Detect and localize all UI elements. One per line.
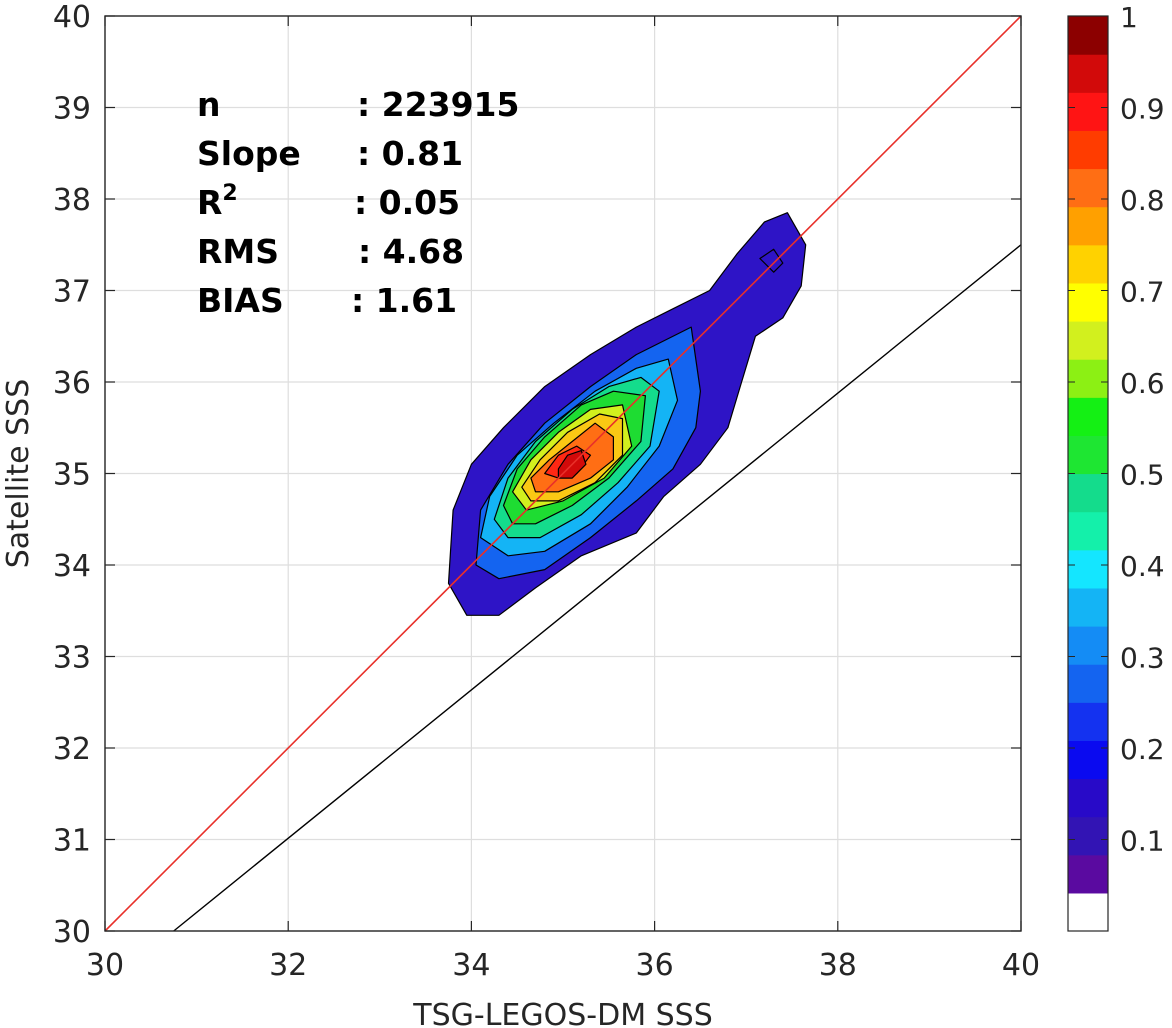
x-axis-title: TSG-LEGOS-DM SSS <box>412 998 713 1028</box>
colorbar-segment <box>1068 549 1108 589</box>
colorbar-segment <box>1068 587 1108 627</box>
stat-value: : 0.05 <box>354 183 460 222</box>
stat-label: R2 <box>197 181 238 222</box>
stat-superscript: 2 <box>222 181 237 206</box>
x-tick-label: 38 <box>819 948 857 983</box>
colorbar-segment <box>1068 473 1108 513</box>
stat-label: Slope <box>197 134 301 173</box>
y-tick-label: 33 <box>53 641 91 676</box>
axes: 30 32 34 36 38 40 30 31 32 33 34 35 36 37 38 39 40 <box>53 0 1040 983</box>
regression-line <box>173 244 1022 932</box>
colorbar-segment <box>1068 892 1108 932</box>
colorbar-segment <box>1068 130 1108 170</box>
y-tick-label: 40 <box>53 0 91 35</box>
colorbar-segment <box>1068 664 1108 703</box>
y-tick-label: 35 <box>53 458 91 493</box>
colorbar-segment <box>1068 92 1108 131</box>
colorbar: 0.1 0.2 0.3 0.4 0.5 0.6 0.7 0.8 0.9 1 <box>1067 1 1165 932</box>
stats-annotation: n : 223915 Slope : 0.81 R2 : 0.05 RMS : 4.68 BIA… <box>197 85 519 320</box>
colorbar-segment <box>1068 282 1108 322</box>
stat-label: n <box>197 85 221 124</box>
colorbar-tick-label: 0.8 <box>1120 184 1165 217</box>
stat-value: : 223915 <box>357 85 519 124</box>
colorbar-tick-label: 0.7 <box>1120 276 1165 309</box>
colorbar-segment <box>1068 854 1108 894</box>
stat-value: : 4.68 <box>358 232 464 271</box>
colorbar-segment <box>1068 397 1108 436</box>
y-tick-label: 31 <box>53 824 91 859</box>
y-tick-label: 38 <box>53 183 91 218</box>
colorbar-tick-label: 0.4 <box>1120 550 1165 583</box>
stat-label: RMS <box>197 232 279 271</box>
colorbar-segment <box>1068 359 1108 398</box>
stat-value: : 0.81 <box>357 134 463 173</box>
stat-value: : 1.61 <box>351 281 457 320</box>
colorbar-segment <box>1068 511 1108 551</box>
colorbar-tick-label: 0.9 <box>1120 93 1165 126</box>
x-tick-label: 30 <box>86 948 124 983</box>
y-axis-title: Satellite SSS <box>1 379 36 569</box>
y-tick-label: 36 <box>53 366 91 401</box>
identity-line <box>104 15 1022 932</box>
colorbar-segment <box>1068 16 1108 55</box>
colorbar-segment <box>1068 321 1108 360</box>
colorbar-segment <box>1068 168 1108 208</box>
colorbar-tick-label: 0.2 <box>1120 733 1165 766</box>
y-tick-label: 39 <box>53 92 91 127</box>
colorbar-segment <box>1068 626 1108 665</box>
colorbar-tick-label: 1 <box>1120 1 1138 34</box>
x-tick-label: 40 <box>1002 948 1040 983</box>
reference-lines <box>104 15 1022 932</box>
plot-frame <box>104 15 1022 932</box>
colorbar-segment <box>1068 778 1108 818</box>
colorbar-segment <box>1068 740 1108 780</box>
x-tick-label: 34 <box>452 948 490 983</box>
x-tick-label: 32 <box>269 948 307 983</box>
y-tick-label: 37 <box>53 275 91 310</box>
colorbar-segment <box>1068 244 1108 284</box>
colorbar-tick-label: 0.6 <box>1120 367 1165 400</box>
colorbar-segment <box>1068 702 1108 741</box>
y-tick-label: 34 <box>53 549 91 584</box>
stat-label: BIAS <box>197 281 284 320</box>
colorbar-segment <box>1068 54 1108 93</box>
colorbar-segment <box>1068 206 1108 246</box>
y-tick-label: 32 <box>53 732 91 767</box>
colorbar-segment <box>1068 435 1108 475</box>
colorbar-tick-label: 0.3 <box>1120 642 1165 675</box>
colorbar-tick-label: 0.1 <box>1120 825 1165 858</box>
y-tick-label: 30 <box>53 915 91 950</box>
colorbar-segment <box>1068 816 1108 856</box>
x-tick-label: 36 <box>636 948 674 983</box>
colorbar-tick-label: 0.5 <box>1120 459 1165 492</box>
